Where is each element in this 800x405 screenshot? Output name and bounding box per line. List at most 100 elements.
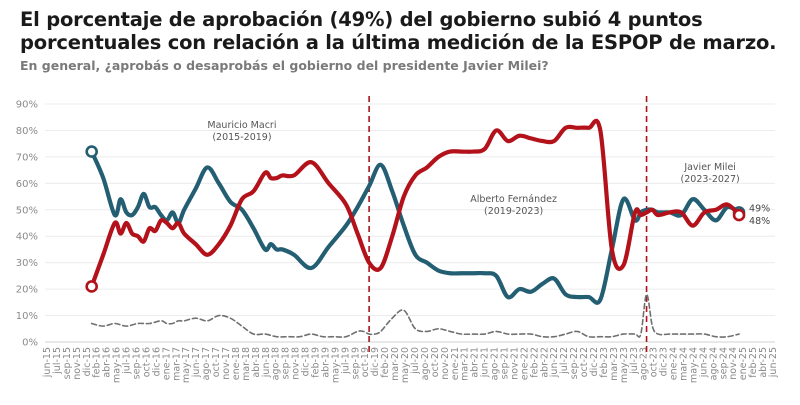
annotations: Mauricio Macri(2015-2019) Alberto Fernánd… [207, 120, 739, 217]
x-tick-label: abr-19 [320, 347, 331, 378]
x-tick-label: sep-15 [62, 347, 73, 379]
x-tick-label: may-17 [181, 347, 192, 383]
x-tick-label: dic-22 [589, 347, 600, 376]
x-tick-label: abr-18 [251, 347, 262, 378]
x-tick-label: dic-15 [82, 347, 93, 376]
series-line-desaprobacion [89, 118, 742, 289]
y-tick-label: 0% [22, 338, 38, 349]
series-end-label: 49% [749, 203, 770, 214]
x-tick-label: sep-19 [350, 347, 361, 379]
y-tick-label: 50% [16, 205, 38, 216]
y-axis-ticks: 0% 10% 20% 30% 40% 50% 60% 70% 80% 90% [16, 100, 38, 349]
x-tick-label: oct-19 [360, 347, 371, 377]
chart-title: El porcentaje de aprobación (49%) del go… [20, 8, 800, 54]
chart-subtitle: En general, ¿aprobás o desaprobás el gob… [20, 58, 549, 73]
x-tick-label: mar-18 [241, 347, 252, 381]
x-tick-label: feb-20 [380, 347, 391, 378]
x-tick-label: jun-15 [42, 347, 53, 378]
x-tick-label: mar-17 [171, 347, 182, 381]
y-tick-label: 30% [16, 258, 38, 269]
x-tick-label: ene-18 [231, 347, 242, 380]
y-tick-label: 20% [16, 285, 38, 296]
period-annotation-years: (2015-2019) [212, 132, 271, 143]
series-end-label: 48% [749, 216, 770, 227]
x-tick-label: jun-25 [768, 347, 779, 378]
x-tick-label: jul-16 [122, 347, 133, 375]
x-tick-label: dic-16 [151, 347, 162, 376]
x-tick-label: jun-17 [191, 347, 202, 378]
x-tick-label: jul-19 [340, 347, 351, 375]
x-tick-label: ago-17 [201, 347, 212, 380]
x-tick-label: ago-24 [708, 347, 719, 380]
x-tick-label: dic-18 [301, 347, 312, 376]
x-tick-label: nov-18 [291, 347, 302, 380]
series-start-marker-desaprobacion [85, 280, 98, 293]
x-tick-label: ago-18 [271, 347, 282, 380]
x-tick-label: nov-15 [72, 347, 83, 380]
x-tick-label: sep-21 [499, 347, 510, 379]
gridlines [45, 103, 775, 343]
x-tick-label: ene-22 [519, 347, 530, 380]
x-tick-label: jul-20 [410, 347, 421, 375]
x-tick-label: ene-24 [669, 347, 680, 380]
x-tick-label: may-20 [400, 347, 411, 383]
x-tick-label: ene-21 [450, 347, 461, 380]
vertical-markers [368, 96, 648, 352]
end-labels: 49%48% [749, 203, 770, 227]
x-tick-label: may-24 [688, 347, 699, 383]
x-tick-label: may-16 [112, 347, 123, 383]
x-tick-label: jun-18 [261, 347, 272, 378]
x-tick-label: jun-21 [480, 347, 491, 378]
x-tick-label: jul-23 [629, 347, 640, 375]
x-tick-label: mar-23 [609, 347, 620, 381]
x-tick-label: jun-22 [549, 347, 560, 378]
x-tick-label: oct-22 [579, 347, 590, 377]
x-tick-label: sep-18 [281, 347, 292, 379]
period-annotation-name: Javier Milei [683, 162, 736, 173]
chart-title-line2: porcentuales con relación a la última me… [20, 31, 777, 54]
x-tick-label: oct-23 [649, 347, 660, 377]
x-tick-label: mar-24 [678, 347, 689, 381]
x-tick-label: jul-22 [559, 347, 570, 375]
period-annotation-name: Mauricio Macri [207, 120, 276, 131]
x-tick-label: ago-21 [490, 347, 501, 380]
x-tick-label: nov-24 [728, 347, 739, 380]
x-tick-label: sep-22 [569, 347, 580, 379]
x-tick-label: abr-21 [470, 347, 481, 378]
x-tick-label: ene-17 [161, 347, 172, 380]
x-tick-label: feb-25 [748, 347, 759, 378]
x-tick-label: feb-22 [529, 347, 540, 378]
x-tick-label: nov-21 [509, 347, 520, 380]
x-tick-label: ago-20 [420, 347, 431, 380]
y-tick-label: 80% [16, 126, 38, 137]
period-annotation-name: Alberto Fernández [470, 194, 557, 205]
series-end-marker-desaprobacion [732, 208, 746, 222]
x-tick-label: sep-16 [132, 347, 143, 379]
series-lines [85, 118, 746, 338]
x-tick-label: dic-23 [659, 347, 670, 376]
x-tick-label: sep-24 [718, 347, 729, 379]
x-tick-label: mar-21 [460, 347, 471, 381]
x-tick-label: jun-24 [698, 347, 709, 378]
x-tick-label: abr-25 [758, 347, 769, 378]
x-tick-label: oct-16 [141, 347, 152, 377]
x-tick-label: feb-16 [92, 347, 103, 378]
x-tick-label: feb-23 [599, 347, 610, 378]
x-tick-label: abr-22 [539, 347, 550, 378]
y-tick-label: 10% [16, 311, 38, 322]
y-tick-label: 60% [16, 179, 38, 190]
period-annotation-years: (2019-2023) [484, 206, 543, 217]
x-tick-label: dic-19 [370, 347, 381, 376]
y-tick-label: 70% [16, 152, 38, 163]
x-tick-label: jul-15 [52, 347, 63, 375]
chart-title-line1: El porcentaje de aprobación (49%) del go… [20, 8, 703, 31]
period-annotation-years: (2023-2027) [681, 174, 740, 185]
x-tick-label: may-19 [330, 347, 341, 383]
y-tick-label: 90% [16, 100, 38, 111]
x-tick-label: ene-25 [738, 347, 749, 380]
x-tick-label: nov-17 [221, 347, 232, 380]
x-tick-label: feb-19 [311, 347, 322, 378]
y-tick-label: 40% [16, 232, 38, 243]
